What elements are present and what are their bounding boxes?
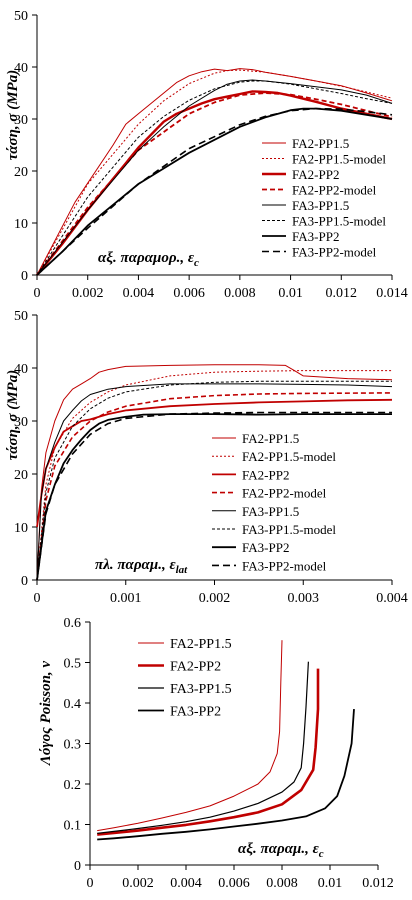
x-tick-label: 0 [34, 286, 41, 301]
x-tick-label: 0.002 [122, 876, 154, 891]
legend-label: FA3-PP1.5 [292, 198, 349, 213]
y-axis-title: τάση, σ (MPa) [5, 70, 21, 160]
legend-label: FA3-PP2 [292, 229, 339, 244]
y-tick-label: 10 [14, 217, 28, 232]
series-line [36, 370, 392, 581]
y-axis-title: Λόγος Poisson, ν [38, 661, 54, 767]
y-tick-label: 20 [14, 468, 28, 483]
y-tick-label: 50 [14, 9, 28, 24]
y-tick-label: 30 [14, 415, 28, 430]
x-tick-label: 0.01 [278, 286, 303, 301]
y-tick-label: 0.5 [64, 657, 82, 672]
series-line [97, 668, 320, 836]
y-tick-label: 0 [21, 269, 28, 284]
x-tick-label: 0.001 [110, 591, 142, 606]
series-line [97, 661, 309, 834]
legend-label: FA2-PP1.5-model [292, 152, 386, 167]
legend-label: FA3-PP1.5-model [242, 522, 336, 537]
legend-label: FA2-PP2-model [242, 486, 327, 501]
legend-label: FA3-PP2-model [292, 245, 377, 260]
x-tick-label: 0.008 [224, 286, 256, 301]
series-line [36, 413, 392, 581]
series-line [36, 79, 393, 276]
x-axis-title: αξ. παραμορ., εc [98, 250, 199, 269]
legend: FA2-PP1.5 FA2-PP1.5-model FA2-PP2 FA2-PP2-m… [212, 431, 336, 573]
legend-label: FA3-PP2 [242, 540, 289, 555]
x-axis-title: πλ. παραμ., εlat [95, 557, 188, 576]
series-line [97, 640, 283, 832]
legend-label: FA3-PP1.5 [242, 504, 299, 519]
legend-label: FA2-PP1.5-model [242, 449, 336, 464]
y-axis-title: τάση, σ (MPa) [5, 370, 21, 460]
x-axis-title: αξ. παραμ., εc [238, 841, 324, 860]
legend-label: FA2-PP2 [292, 167, 339, 182]
y-tick-label: 20 [14, 165, 28, 180]
x-tick-label: 0.004 [123, 286, 155, 301]
legend-label: FA2-PP1.5 [242, 431, 299, 446]
legend-label: FA2-PP1.5 [292, 136, 349, 151]
legend: FA2-PP1.5FA2-PP1.5-modelFA2-PP2FA2-PP2-m… [262, 136, 386, 260]
x-tick-label: 0.014 [376, 286, 408, 301]
legend-label: FA2-PP2 [242, 467, 289, 482]
x-tick-label: 0.006 [218, 876, 250, 891]
y-tick-label: 0 [74, 859, 81, 874]
legend-label: FA3-PP2 [170, 705, 221, 720]
legend-label: FA2-PP2 [170, 660, 221, 675]
x-tick-label: 0.008 [266, 876, 298, 891]
x-tick-label: 0 [34, 591, 41, 606]
x-tick-label: 0.004 [376, 591, 408, 606]
x-tick-label: 0.012 [362, 876, 394, 891]
legend-label: FA3-PP1.5 [170, 682, 232, 697]
poisson-ratio-chart: 0 0.002 0.004 0.006 0.008 0.01 0.012 0 0.1 0.2 0.3… [38, 616, 394, 891]
series-line [36, 392, 393, 581]
series-line [36, 411, 392, 581]
series-line [36, 80, 393, 276]
series-line [36, 69, 393, 276]
x-tick-label: 0.012 [326, 286, 358, 301]
legend: FA2-PP1.5 FA2-PP2 FA3-PP1.5 FA3-PP2 [138, 637, 232, 720]
y-tick-label: 40 [14, 61, 28, 76]
y-tick-label: 0 [21, 574, 28, 589]
stress-axial-strain-chart: 0 0.002 0.004 0.006 0.008 0.01 0.012 0.014 0 10 20… [5, 9, 408, 301]
x-tick-label: 0.004 [170, 876, 202, 891]
x-tick-label: 0.003 [288, 591, 320, 606]
x-tick-label: 0.006 [173, 286, 205, 301]
x-tick-label: 0.002 [199, 591, 231, 606]
y-tick-label: 0.6 [64, 616, 82, 631]
series-line [36, 380, 392, 581]
legend-label: FA3-PP1.5-model [292, 214, 386, 229]
y-tick-label: 0.1 [64, 819, 82, 834]
y-tick-label: 40 [14, 362, 28, 377]
x-tick-label: 0.01 [318, 876, 343, 891]
x-tick-label: 0.002 [72, 286, 104, 301]
series-line [36, 107, 393, 276]
y-tick-label: 30 [14, 113, 28, 128]
legend-label: FA2-PP1.5 [170, 637, 232, 652]
stress-lateral-strain-chart: 0 0.001 0.002 0.003 0.004 0 10 20 30 40 50 τάση, σ … [5, 309, 408, 606]
series-line [36, 383, 393, 581]
y-tick-label: 10 [14, 521, 28, 536]
y-tick-label: 0.2 [64, 778, 82, 793]
series-line [97, 709, 355, 841]
legend-label: FA3-PP2-model [242, 558, 327, 573]
series-line [36, 398, 393, 528]
x-tick-label: 0 [87, 876, 94, 891]
legend-label: FA2-PP2-model [292, 183, 377, 198]
y-tick-label: 0.3 [64, 738, 82, 753]
y-tick-label: 50 [14, 309, 28, 324]
y-tick-label: 0.4 [64, 697, 82, 712]
